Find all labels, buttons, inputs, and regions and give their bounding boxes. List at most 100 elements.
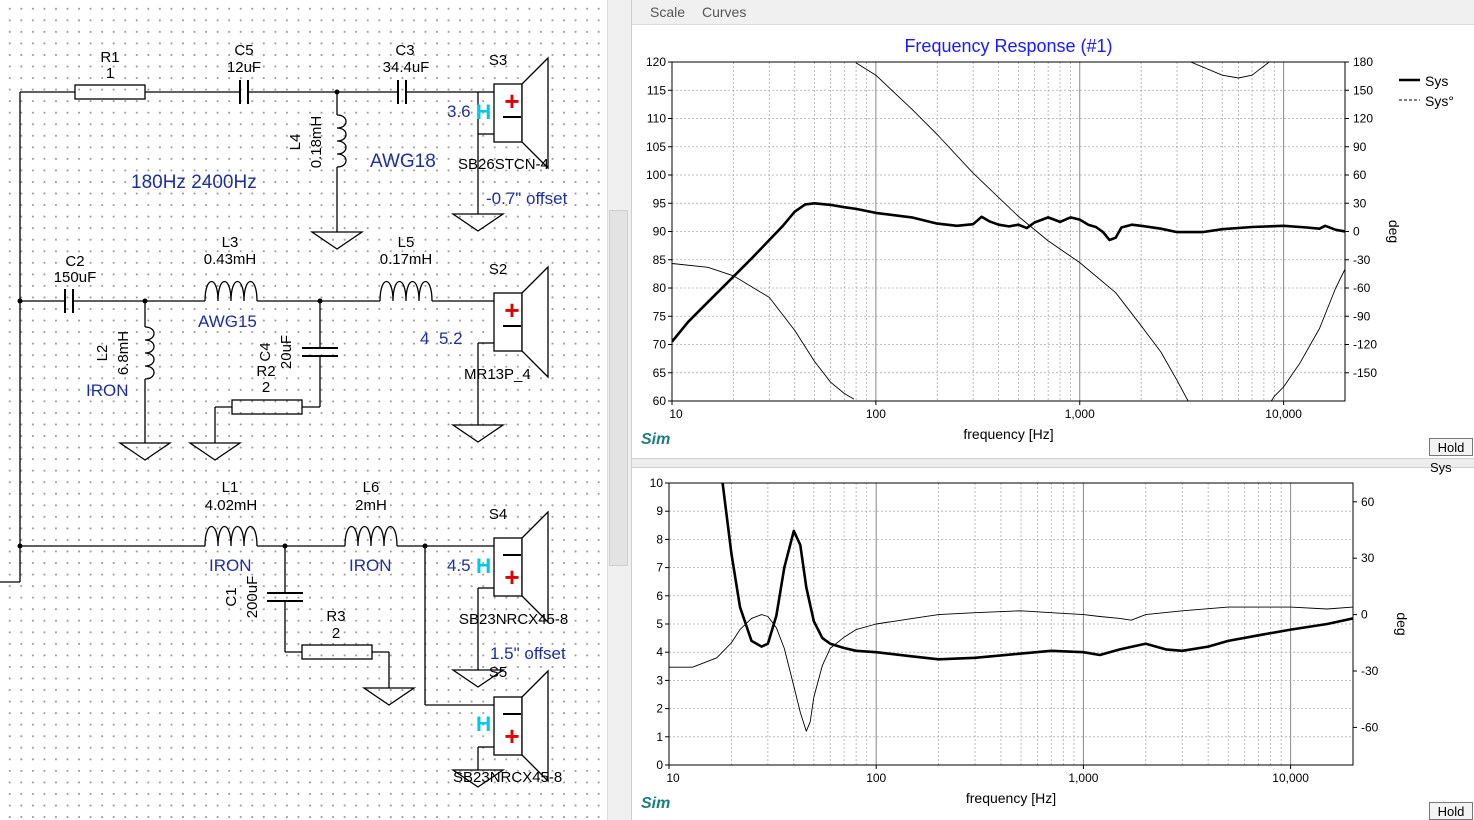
legend-sys-phase-label: Sys° [1425,93,1454,109]
l5-name: L5 [398,234,415,251]
schematic-canvas[interactable]: + + + + R1 1 C5 12uF C3 34.4uF S3 C2 150… [0,0,607,820]
s3-name: S3 [489,52,507,69]
c5-value: 12uF [227,59,261,76]
x-axis-label: frequency [Hz] [966,790,1056,806]
series-phase-line [855,62,1189,401]
c3-name: C3 [395,42,414,59]
chart-separator[interactable] [632,458,1474,468]
svg-text:+: + [504,86,519,116]
y-tick-label: 85 [653,253,667,267]
l6-name: L6 [363,479,380,496]
y-tick-label: 10 [650,476,664,490]
c4-name: C4 [257,342,274,361]
r1-resistor [74,84,146,100]
plot-panel: Scale Curves 60 65 70 75 80 85 90 95 100 105 110 11… [631,0,1474,820]
r3-value: 2 [332,625,340,642]
y-tick-label: 1 [656,730,663,744]
r2-name: R2 [256,363,275,380]
splitter-scroll-thumb[interactable] [609,210,628,566]
s3-marker: H [476,101,491,124]
l3-wire-note: AWG15 [198,312,257,331]
hold-button-top[interactable]: Hold [1429,438,1473,456]
y2-tick-label: 60 [1361,495,1375,509]
l6-value: 2mH [355,497,387,514]
x-tick-label: 10 [666,771,680,785]
s5-name: S5 [489,664,507,681]
l2-coil [144,326,155,380]
series-magnitude-line [672,202,1345,343]
y2-tick-label: -30 [1361,664,1379,678]
r3-resistor [301,644,373,660]
y-tick-label: 70 [653,338,667,352]
x-tick-label: 100 [866,407,886,421]
y-tick-label: 60 [653,394,667,408]
s2-model: MR13P_4 [464,366,531,383]
c2-name: C2 [65,253,84,270]
y-tick-label: 2 [656,702,663,716]
l3-value: 0.43mH [204,251,257,268]
y2-tick-label: -120 [1353,338,1377,352]
y2-tick-label: -60 [1361,720,1379,734]
plot-area [669,483,1353,732]
svg-text:+: + [504,562,519,592]
l4-value: 0.18mH [308,116,325,169]
y2-tick-label: 120 [1353,112,1373,126]
y-tick-label: 95 [653,196,667,210]
s3-offset: -0.7" offset [486,189,568,208]
crossover-note: 180Hz 2400Hz [131,172,257,193]
speaker-s3 [493,56,549,170]
y2-tick-label: -30 [1353,253,1371,267]
y2-tick-label: 60 [1353,168,1367,182]
l3-coil [204,281,258,302]
y2-tick-label: 0 [1353,225,1360,239]
c1-value: 200uF [244,576,261,619]
menu-curves[interactable]: Curves [702,4,747,20]
l6-coil [344,526,398,547]
l2-core-note: IRON [86,381,129,400]
speaker-s4 [493,510,549,624]
menu-bar: Scale Curves [632,0,1474,25]
l5-coil [379,281,433,302]
sim-label-top: Sim [641,431,671,448]
s5-model: SB23NRCX45-8 [453,769,562,786]
series-phase-line [672,263,855,400]
speaker-s2 [493,265,549,379]
y2-tick-label: 180 [1353,55,1373,69]
svg-text:+: + [504,295,519,325]
l4-name: L4 [287,134,304,151]
y2-tick-label: 90 [1353,140,1367,154]
series-phase-line [669,606,1353,732]
c2-value: 150uF [54,269,97,286]
l5-value: 0.17mH [380,251,433,268]
y-tick-label: 75 [653,309,667,323]
x-tick-label: 100 [866,771,886,785]
chart-title: Frequency Response (#1) [904,36,1112,56]
menu-scale[interactable]: Scale [650,4,686,20]
r2-resistor [231,399,303,415]
frequency-response-chart[interactable]: 6065707580859095100105110115120-150-120-… [632,0,1474,458]
s4-name: S4 [489,506,507,523]
s3-model: SB26STCN-4 [458,156,549,173]
y2-tick-label: 30 [1361,551,1375,565]
x-tick-label: 10 [669,407,683,421]
series-phase-line [1190,62,1270,79]
s4-delay: 4.5 [447,556,471,575]
y-tick-label: 105 [646,140,666,154]
y2-tick-label: 150 [1353,83,1373,97]
r2-value: 2 [262,379,270,396]
hold-button-bottom[interactable]: Hold [1429,802,1473,820]
s2-extra: 5.2 [439,329,463,348]
l6-core-note: IRON [349,556,392,575]
l3-name: L3 [222,234,239,251]
grid [668,482,1354,766]
x-axis-label: frequency [Hz] [963,426,1053,442]
y-tick-label: 100 [646,168,666,182]
l1-name: L1 [222,479,239,496]
s4-model: SB23NRCX45-8 [459,611,568,628]
y-tick-label: 110 [647,112,666,126]
y2-tick-label: -150 [1353,366,1377,380]
y-tick-label: 120 [646,55,666,69]
c3-value: 34.4uF [383,59,430,76]
series-magnitude-line [721,483,1353,661]
s2-name: S2 [489,261,507,278]
